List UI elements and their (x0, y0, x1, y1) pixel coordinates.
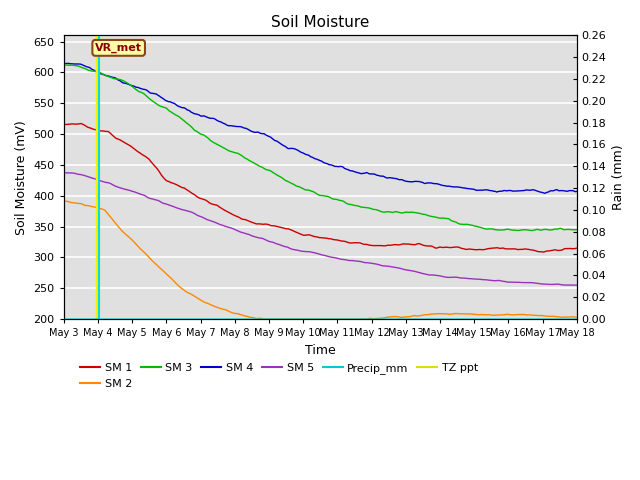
Y-axis label: Soil Moisture (mV): Soil Moisture (mV) (15, 120, 28, 235)
Legend: SM 1, SM 2, SM 3, SM 4, SM 5, Precip_mm, TZ ppt: SM 1, SM 2, SM 3, SM 4, SM 5, Precip_mm,… (76, 359, 483, 393)
X-axis label: Time: Time (305, 344, 335, 357)
Title: Soil Moisture: Soil Moisture (271, 15, 369, 30)
Text: VR_met: VR_met (95, 43, 142, 53)
Y-axis label: Rain (mm): Rain (mm) (612, 144, 625, 210)
